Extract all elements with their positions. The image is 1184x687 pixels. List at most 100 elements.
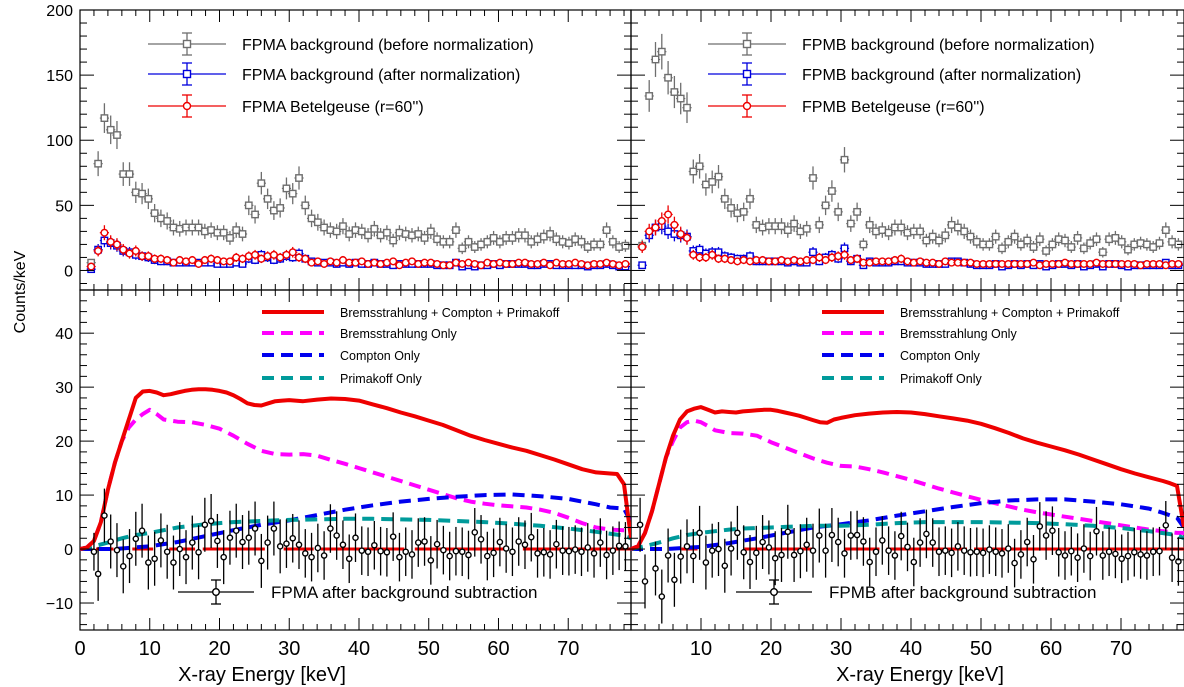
square-marker xyxy=(708,178,717,186)
square-marker xyxy=(364,231,372,240)
square-marker xyxy=(809,248,817,257)
circle-marker xyxy=(935,548,943,556)
square-marker xyxy=(251,210,259,219)
square-marker xyxy=(821,201,830,210)
circle-marker xyxy=(702,559,710,566)
circle-marker xyxy=(879,537,886,544)
square-marker xyxy=(853,207,862,216)
circle-marker xyxy=(1054,259,1063,268)
circle-marker xyxy=(590,550,598,557)
square-marker xyxy=(495,237,504,246)
circle-marker xyxy=(307,258,316,267)
x-tick-label: 20 xyxy=(208,638,230,660)
circle-marker xyxy=(771,257,780,266)
circle-marker xyxy=(1049,527,1056,534)
circle-marker xyxy=(119,245,128,254)
circle-marker xyxy=(960,547,968,554)
square-marker xyxy=(790,219,799,228)
square-marker xyxy=(714,172,723,181)
model-curve-compton xyxy=(80,492,631,551)
circle-marker xyxy=(546,551,554,558)
x-tick-label: 30 xyxy=(278,638,300,660)
circle-marker xyxy=(157,537,165,544)
lines-group-bottom-right xyxy=(631,405,1184,624)
square-marker xyxy=(1136,239,1145,248)
x-tick-label: 0 xyxy=(74,638,85,660)
circle-marker xyxy=(1035,261,1044,270)
circle-marker xyxy=(967,548,974,556)
circle-marker xyxy=(1011,559,1018,567)
square-marker xyxy=(138,189,146,198)
square-marker xyxy=(577,237,586,246)
circle-marker xyxy=(827,253,836,262)
circle-marker xyxy=(301,550,309,557)
circle-marker xyxy=(727,256,736,265)
circle-marker xyxy=(671,576,678,584)
circle-marker xyxy=(664,552,672,559)
circle-marker xyxy=(564,259,573,268)
legend-label-points: FPMB after background subtraction xyxy=(829,583,1096,602)
circle-marker xyxy=(194,259,203,268)
circle-marker xyxy=(107,538,114,545)
square-marker xyxy=(834,207,843,216)
circle-marker xyxy=(477,536,485,543)
circle-marker xyxy=(739,256,748,265)
circle-marker xyxy=(759,538,766,546)
x-tick-label: 40 xyxy=(900,638,922,660)
circle-marker xyxy=(721,562,729,570)
square-marker xyxy=(345,230,354,238)
square-marker xyxy=(408,231,416,240)
square-marker xyxy=(695,162,704,171)
square-marker xyxy=(282,184,291,193)
square-marker xyxy=(521,231,529,240)
square-marker xyxy=(783,226,792,234)
legend-label: Bremsstrahlung + Compton + Primakoff xyxy=(340,306,560,320)
square-marker xyxy=(558,237,567,246)
square-marker xyxy=(1117,237,1126,246)
square-marker xyxy=(1048,240,1057,249)
circle-marker xyxy=(132,535,140,543)
y-axis-label: Counts/keV xyxy=(12,250,29,333)
model-curve-teal xyxy=(80,516,631,551)
square-marker xyxy=(935,236,943,245)
circle-marker xyxy=(942,547,949,554)
square-marker xyxy=(370,224,379,233)
circle-marker xyxy=(213,256,222,265)
square-marker xyxy=(389,236,398,245)
circle-marker xyxy=(803,541,811,549)
circle-marker xyxy=(841,550,848,557)
circle-marker xyxy=(295,541,303,549)
plot-data xyxy=(80,33,1184,624)
square-marker xyxy=(1079,244,1088,253)
circle-marker xyxy=(101,512,108,519)
square-marker xyxy=(464,237,473,246)
circle-marker xyxy=(1130,259,1139,268)
circle-marker xyxy=(376,259,385,268)
circle-marker xyxy=(396,553,403,561)
circle-marker xyxy=(270,525,278,532)
circle-marker xyxy=(621,259,630,268)
circle-marker xyxy=(464,258,473,267)
model-curve-magenta xyxy=(631,418,1184,551)
circle-marker xyxy=(484,552,491,560)
circle-marker xyxy=(327,525,334,532)
x-tick-label: 60 xyxy=(487,638,509,660)
square-marker xyxy=(676,94,685,103)
circle-marker xyxy=(440,546,447,554)
circle-marker xyxy=(389,257,398,266)
circle-marker xyxy=(251,250,260,259)
x-axis-label-right: X-ray Energy [keV] xyxy=(836,664,1004,686)
circle-marker xyxy=(295,253,304,262)
circle-marker xyxy=(490,549,497,557)
square-marker xyxy=(802,224,811,233)
circle-marker xyxy=(596,259,605,268)
circle-marker xyxy=(87,262,96,271)
square-marker xyxy=(150,209,159,218)
circle-marker xyxy=(339,541,347,549)
circle-marker xyxy=(182,101,192,111)
circle-marker xyxy=(771,554,779,562)
circle-marker xyxy=(834,538,842,546)
circle-marker xyxy=(1161,261,1170,270)
square-marker xyxy=(815,220,824,229)
square-marker xyxy=(326,226,335,234)
